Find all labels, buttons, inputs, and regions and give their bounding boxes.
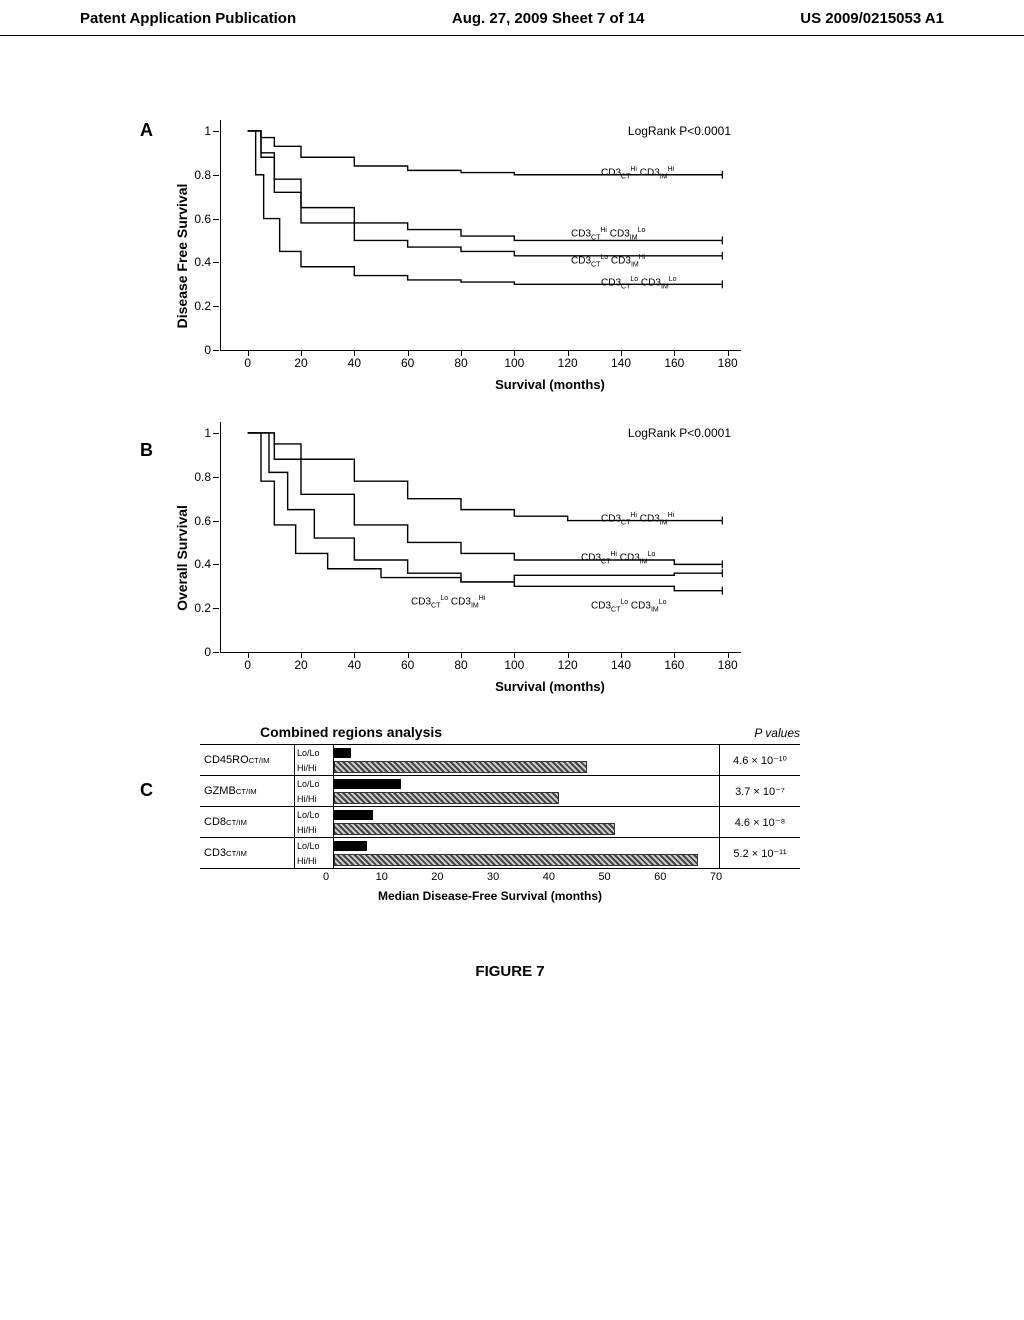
c-xtick: 40 (543, 871, 555, 883)
bars-area (334, 838, 720, 868)
bar-lo (334, 748, 351, 758)
ytick-label: 0.8 (194, 168, 221, 182)
panel-c-label: C (140, 780, 153, 801)
bar-hi (334, 823, 615, 835)
panel-a-ylabel: Disease Free Survival (174, 184, 190, 329)
ytick-label: 0.2 (194, 601, 221, 615)
c-xtick: 50 (598, 871, 610, 883)
header-left: Patent Application Publication (80, 10, 296, 27)
xtick-label: 140 (611, 652, 631, 672)
ytick-label: 0.4 (194, 557, 221, 571)
xtick-label: 80 (454, 652, 467, 672)
bar-hi (334, 792, 559, 804)
curve-label: CD3CTHi CD3IMHi (601, 512, 674, 526)
bar-lo (334, 841, 367, 851)
panel-a-chart: Disease Free Survival 00.20.40.60.810204… (220, 120, 880, 392)
panel-b-xlabel: Survival (months) (220, 679, 880, 694)
panel-c-chart: Combined regions analysis P values CD45R… (200, 724, 880, 903)
group-labels: Lo/LoHi/Hi (295, 776, 334, 806)
xtick-label: 0 (244, 350, 251, 370)
bars-area (334, 745, 720, 775)
marker-label: CD45ROCT/IM (200, 745, 295, 775)
xtick-label: 160 (664, 350, 684, 370)
group-labels: Lo/LoHi/Hi (295, 807, 334, 837)
c-xtick: 20 (431, 871, 443, 883)
ytick-label: 0.2 (194, 299, 221, 313)
curve-label: CD3CTLo CD3IMLo (591, 599, 667, 613)
km-curve (248, 131, 723, 241)
panel-a-xlabel: Survival (months) (220, 377, 880, 392)
p-value: 3.7 × 10⁻⁷ (720, 776, 800, 806)
xtick-label: 100 (504, 350, 524, 370)
panel-b-ylabel: Overall Survival (174, 505, 190, 611)
curve-label: CD3CTHi CD3IMHi (601, 166, 674, 180)
panel-b-chart: Overall Survival 00.20.40.60.81020406080… (220, 422, 880, 694)
curve-label: CD3CTHi CD3IMLo (571, 227, 645, 241)
xtick-label: 100 (504, 652, 524, 672)
xtick-label: 160 (664, 652, 684, 672)
curve-label: CD3CTLo CD3IMLo (601, 276, 677, 290)
ytick-label: 0.8 (194, 470, 221, 484)
bar-row: CD3CT/IMLo/LoHi/Hi 5.2 × 10⁻¹¹ (200, 837, 800, 869)
marker-label: CD3CT/IM (200, 838, 295, 868)
ytick-label: 1 (204, 426, 221, 440)
bar-lo (334, 779, 401, 789)
xtick-label: 20 (294, 350, 307, 370)
marker-label: CD8CT/IM (200, 807, 295, 837)
curve-label: CD3CTLo CD3IMHi (411, 595, 485, 609)
panel-c-xlabel: Median Disease-Free Survival (months) (260, 889, 720, 903)
bar-hi (334, 854, 698, 866)
xtick-label: 80 (454, 350, 467, 370)
curve-label: CD3CTLo CD3IMHi (571, 254, 645, 268)
c-xtick: 10 (376, 871, 388, 883)
bars-area (334, 807, 720, 837)
p-value: 4.6 × 10⁻⁸ (720, 807, 800, 837)
group-labels: Lo/LoHi/Hi (295, 838, 334, 868)
xtick-label: 60 (401, 652, 414, 672)
xtick-label: 180 (718, 652, 738, 672)
ytick-label: 0.4 (194, 255, 221, 269)
bars-area (334, 776, 720, 806)
c-xtick: 30 (487, 871, 499, 883)
curve-label: CD3CTHi CD3IMLo (581, 551, 655, 565)
xtick-label: 0 (244, 652, 251, 672)
panel-b-label: B (140, 440, 153, 461)
header-right: US 2009/0215053 A1 (800, 10, 944, 27)
xtick-label: 40 (348, 350, 361, 370)
xtick-label: 60 (401, 350, 414, 370)
panel-a-label: A (140, 120, 153, 141)
p-value: 4.6 × 10⁻¹⁰ (720, 745, 800, 775)
figure-label: FIGURE 7 (140, 963, 880, 980)
bar-row: CD45ROCT/IMLo/LoHi/Hi 4.6 × 10⁻¹⁰ (200, 744, 800, 775)
bar-row: GZMBCT/IMLo/LoHi/Hi 3.7 × 10⁻⁷ (200, 775, 800, 806)
c-xtick: 70 (710, 871, 722, 883)
p-values-header: P values (754, 726, 800, 740)
p-value: 5.2 × 10⁻¹¹ (720, 838, 800, 868)
xtick-label: 120 (558, 652, 578, 672)
xtick-label: 20 (294, 652, 307, 672)
km-curve (248, 433, 723, 521)
ytick-label: 0.6 (194, 212, 221, 226)
ytick-label: 1 (204, 124, 221, 138)
bar-lo (334, 810, 373, 820)
marker-label: GZMBCT/IM (200, 776, 295, 806)
bar-hi (334, 761, 587, 773)
group-labels: Lo/LoHi/Hi (295, 745, 334, 775)
km-curve (248, 131, 723, 256)
ytick-label: 0 (204, 343, 221, 357)
xtick-label: 180 (718, 350, 738, 370)
c-xtick: 0 (323, 871, 329, 883)
c-xtick: 60 (654, 871, 666, 883)
xtick-label: 40 (348, 652, 361, 672)
xtick-label: 140 (611, 350, 631, 370)
xtick-label: 120 (558, 350, 578, 370)
ytick-label: 0 (204, 645, 221, 659)
header-center: Aug. 27, 2009 Sheet 7 of 14 (452, 10, 645, 27)
km-curve (248, 433, 723, 564)
ytick-label: 0.6 (194, 514, 221, 528)
bar-row: CD8CT/IMLo/LoHi/Hi 4.6 × 10⁻⁸ (200, 806, 800, 837)
